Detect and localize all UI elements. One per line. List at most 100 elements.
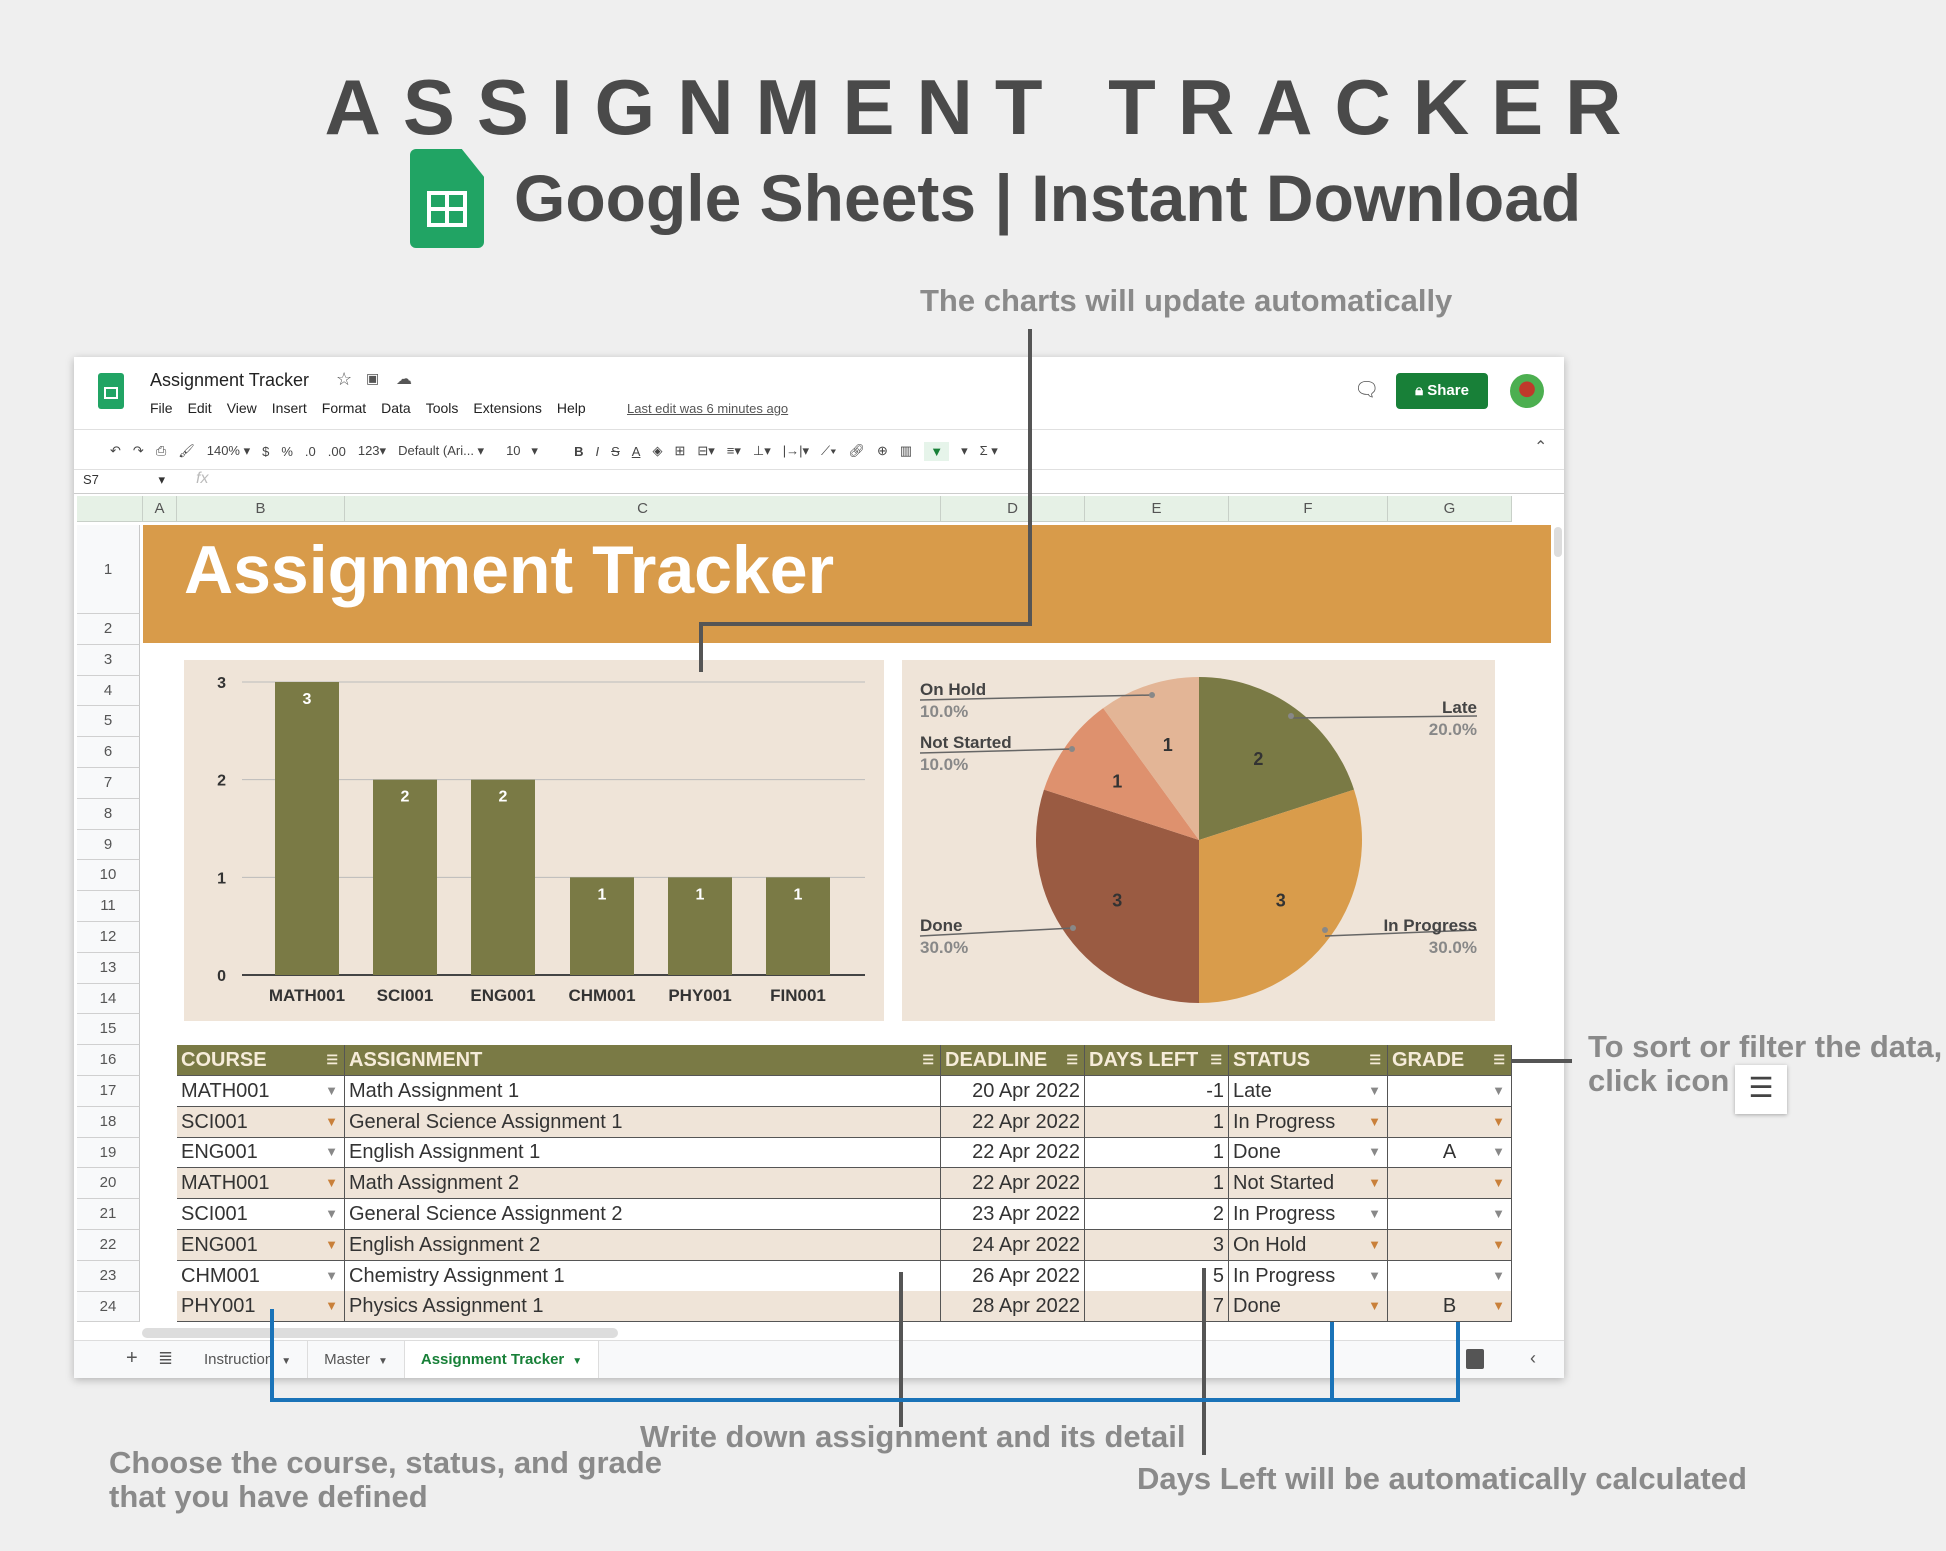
currency-button[interactable]: $ — [262, 443, 270, 459]
grade-cell[interactable]: B ▼ — [1388, 1291, 1512, 1323]
row-header-4[interactable]: 4 — [77, 675, 140, 707]
row-header-3[interactable]: 3 — [77, 644, 140, 676]
dropdown-arrow-icon[interactable]: ▼ — [1368, 1082, 1381, 1098]
zoom-select[interactable]: 140% ▾ — [206, 443, 251, 458]
row-header-2[interactable]: 2 — [77, 614, 140, 645]
sheet-tab-instruction[interactable]: Instruction ▼ — [188, 1341, 309, 1378]
status-cell[interactable]: On Hold ▼ — [1229, 1229, 1388, 1261]
pie-chart[interactable]: 2 Late 20.0% 3 In Progress 30.0% 3 Done 30.0% 1 No… — [902, 660, 1495, 1021]
font-size-select[interactable]: 10 ▾ — [506, 443, 538, 458]
dropdown-arrow-icon[interactable]: ▼ — [1368, 1298, 1381, 1314]
share-button[interactable]: 🔒︎ Share — [1396, 373, 1488, 409]
insert-link-icon[interactable]: 🔗︎ — [848, 443, 865, 458]
last-edit-link[interactable]: Last edit was 6 minutes ago — [627, 401, 789, 416]
increase-decimal-button[interactable]: .00 — [327, 443, 346, 459]
menu-help[interactable]: Help — [556, 400, 586, 416]
insert-comment-icon[interactable]: ⊕ — [877, 443, 888, 458]
filter-icon[interactable]: ☰ — [1493, 1052, 1505, 1067]
header-assignment[interactable]: ASSIGNMENT ☰ — [345, 1045, 941, 1076]
row-header-19[interactable]: 19 — [77, 1137, 140, 1169]
grade-cell[interactable]: A ▼ — [1388, 1137, 1512, 1169]
tab-menu-arrow-icon[interactable]: ▼ — [281, 1356, 292, 1367]
redo-icon[interactable]: ↷ — [132, 443, 144, 458]
row-header-20[interactable]: 20 — [77, 1168, 140, 1200]
status-cell[interactable]: In Progress ▼ — [1229, 1199, 1388, 1230]
menu-data[interactable]: Data — [381, 400, 411, 416]
header-days-left[interactable]: DAYS LEFT ☰ — [1085, 1045, 1229, 1076]
dropdown-arrow-icon[interactable]: ▼ — [1368, 1113, 1381, 1129]
column-header-A[interactable]: A — [143, 496, 177, 522]
row-header-1[interactable]: 1 — [77, 525, 140, 614]
row-header-16[interactable]: 16 — [77, 1045, 140, 1076]
align-vertical-icon[interactable]: ⊥▾ — [752, 443, 771, 458]
course-cell[interactable]: ENG001 ▼ — [177, 1137, 345, 1169]
row-header-15[interactable]: 15 — [77, 1014, 140, 1046]
dropdown-arrow-icon[interactable]: ▼ — [1368, 1175, 1381, 1191]
menu-view[interactable]: View — [226, 400, 257, 416]
vertical-scrollbar[interactable] — [1554, 527, 1562, 557]
column-header-C[interactable]: C — [345, 496, 941, 522]
add-sheet-icon[interactable]: + — [126, 1347, 138, 1369]
more-formats-button[interactable]: 123▾ — [357, 443, 387, 458]
dropdown-arrow-icon[interactable]: ▼ — [325, 1267, 338, 1283]
bar-chart[interactable]: 0 1 2 3 3 MATH001 2 SCI001 2 ENG001 1 CHM001 1 PHY001… — [184, 660, 884, 1021]
header-grade[interactable]: GRADE ☰ — [1388, 1045, 1512, 1076]
comments-icon[interactable]: 🗨 — [1354, 379, 1380, 401]
dropdown-arrow-icon[interactable]: ▼ — [1492, 1298, 1505, 1314]
dropdown-arrow-icon[interactable]: ▼ — [325, 1175, 338, 1191]
status-cell[interactable]: In Progress ▼ — [1229, 1260, 1388, 1292]
menu-extensions[interactable]: Extensions — [473, 400, 542, 416]
column-header-E[interactable]: E — [1085, 496, 1229, 522]
collapse-toolbar-icon[interactable]: ⌃ — [1534, 439, 1548, 456]
filter-icon[interactable]: ☰ — [1369, 1052, 1381, 1067]
row-header-6[interactable]: 6 — [77, 737, 140, 768]
menu-tools[interactable]: Tools — [425, 400, 459, 416]
filter-icon[interactable]: ☰ — [326, 1052, 338, 1067]
paint-format-icon[interactable]: 🖌︎ — [178, 443, 195, 458]
row-header-24[interactable]: 24 — [77, 1291, 140, 1323]
menu-insert[interactable]: Insert — [271, 400, 307, 416]
tab-menu-arrow-icon[interactable]: ▼ — [572, 1356, 583, 1367]
text-color-button[interactable]: A — [631, 443, 641, 459]
header-status[interactable]: STATUS ☰ — [1229, 1045, 1388, 1076]
dropdown-arrow-icon[interactable]: ▼ — [1368, 1267, 1381, 1283]
status-cell[interactable]: In Progress ▼ — [1229, 1106, 1388, 1138]
dropdown-arrow-icon[interactable]: ▼ — [1492, 1144, 1505, 1160]
row-header-11[interactable]: 11 — [77, 891, 140, 922]
filter-icon[interactable]: ☰ — [1066, 1052, 1078, 1067]
avatar[interactable] — [1510, 374, 1544, 408]
row-header-10[interactable]: 10 — [77, 860, 140, 892]
merge-cells-icon[interactable]: ⊟▾ — [697, 443, 715, 458]
filter-icon[interactable]: ☰ — [922, 1052, 934, 1067]
dropdown-arrow-icon[interactable]: ▼ — [1492, 1175, 1505, 1191]
dropdown-arrow-icon[interactable]: ▼ — [325, 1113, 338, 1129]
print-icon[interactable]: ⎙ — [155, 443, 167, 458]
row-header-17[interactable]: 17 — [77, 1076, 140, 1107]
move-folder-icon[interactable]: ▣ — [366, 370, 380, 386]
insert-chart-icon[interactable]: ▥ — [899, 443, 913, 458]
name-box[interactable]: S7 ▾ — [83, 472, 165, 487]
course-cell[interactable]: PHY001 ▼ — [177, 1291, 345, 1323]
column-header-D[interactable]: D — [941, 496, 1085, 522]
strikethrough-button[interactable]: S — [611, 443, 620, 459]
course-cell[interactable]: SCI001 ▼ — [177, 1106, 345, 1138]
header-course[interactable]: COURSE ☰ — [177, 1045, 345, 1076]
align-horizontal-icon[interactable]: ≡▾ — [726, 443, 741, 458]
text-wrap-icon[interactable]: |→|▾ — [782, 443, 810, 458]
horizontal-scrollbar[interactable] — [142, 1328, 618, 1338]
doc-title[interactable]: Assignment Tracker — [150, 370, 310, 390]
decrease-decimal-button[interactable]: .0 — [304, 443, 316, 459]
dropdown-arrow-icon[interactable]: ▼ — [1492, 1113, 1505, 1129]
row-header-21[interactable]: 21 — [77, 1199, 140, 1230]
tab-menu-arrow-icon[interactable]: ▼ — [377, 1356, 388, 1367]
grade-cell[interactable]: ▼ — [1388, 1199, 1512, 1230]
header-deadline[interactable]: DEADLINE ☰ — [941, 1045, 1085, 1076]
column-header-B[interactable]: B — [177, 496, 345, 522]
row-header-12[interactable]: 12 — [77, 922, 140, 953]
row-header-18[interactable]: 18 — [77, 1106, 140, 1138]
grade-cell[interactable]: ▼ — [1388, 1229, 1512, 1261]
status-cell[interactable]: Late ▼ — [1229, 1075, 1388, 1107]
column-header-F[interactable]: F — [1229, 496, 1388, 522]
functions-button[interactable]: Σ ▾ — [979, 443, 998, 458]
undo-icon[interactable]: ↶ — [110, 443, 121, 458]
